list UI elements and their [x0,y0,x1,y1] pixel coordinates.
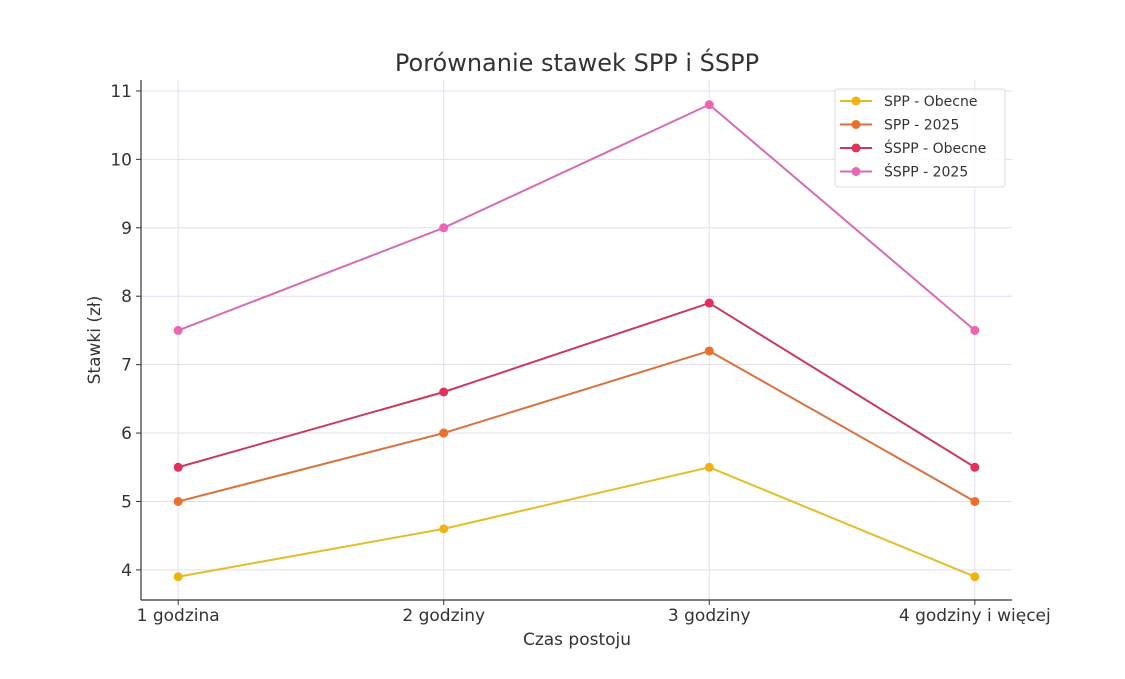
chart-title: Porównanie stawek SPP i ŚSPP [395,47,759,77]
series-line [177,466,976,578]
data-point [970,496,980,506]
series-line [177,349,976,503]
data-point [173,496,183,506]
legend-marker [851,143,861,153]
x-axis-label: Czas postoju [523,630,631,650]
legend: SPP - Obecne SPP - 2025 ŚSPP - Obecne ŚSPP … [834,88,1006,188]
x-tick-label: 2 godziny [402,606,485,626]
y-tick-label: 11 [110,82,132,102]
data-point [704,100,714,110]
data-point [173,572,183,582]
data-point [439,223,449,233]
axes: 4 5 6 7 8 9 10 11 1 godzina 2 godziny 3 godziny 4 g… [110,80,1051,626]
legend-marker [851,96,861,106]
data-point [970,462,980,472]
y-axis-label: Stawki (zł) [85,296,105,385]
legend-label: ŚSPP - Obecne [884,139,986,157]
data-point [704,298,714,308]
legend-label: SPP - Obecne [884,94,977,110]
data-point [439,387,449,397]
legend-marker [851,120,861,129]
y-tick-label: 6 [121,424,132,444]
data-point [970,325,980,335]
y-tick-label: 8 [121,287,132,307]
y-tick-label: 9 [121,219,132,239]
legend-label: ŚSPP - 2025 [884,163,968,181]
data-point [970,572,980,582]
data-point [173,462,183,472]
data-point [439,428,449,438]
y-tick-label: 5 [121,492,132,512]
y-tick-label: 10 [110,150,132,170]
y-tick-label: 7 [121,356,132,376]
series-line [177,301,976,469]
data-point [439,524,449,534]
data-point [704,346,714,356]
x-tick-label: 1 godzina [137,606,220,626]
data-point [173,325,183,335]
legend-marker [851,167,861,176]
x-tick-label: 4 godziny i więcej [899,606,1051,626]
y-tick-label: 4 [121,561,132,581]
series-line [177,103,976,332]
data-point [704,462,714,472]
legend-label: SPP - 2025 [884,118,959,134]
series-group [173,100,980,582]
legend-box [834,88,1006,188]
x-tick-label: 3 godziny [668,606,751,626]
